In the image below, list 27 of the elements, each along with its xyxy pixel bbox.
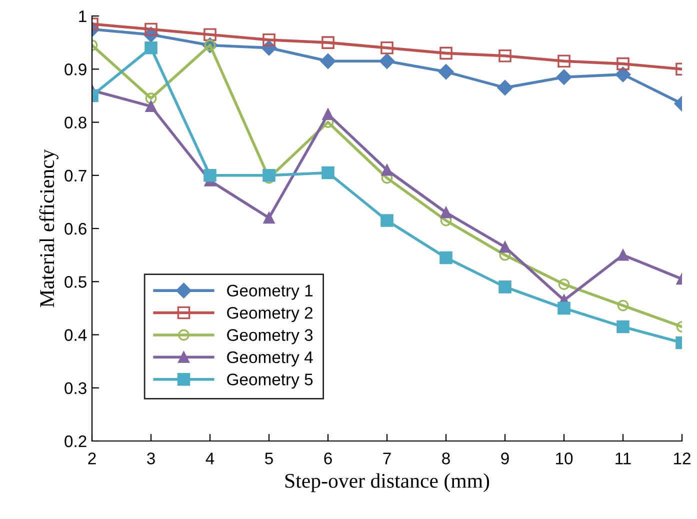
legend-label: Geometry 2: [227, 306, 312, 322]
legend-label: Geometry 1: [227, 284, 313, 300]
y-tick-label: 1: [79, 10, 86, 22]
legend-label: Geometry 5: [227, 374, 313, 389]
y-tick-label: 0.5: [64, 276, 86, 288]
x-tick-label: 11: [616, 452, 631, 464]
x-tick-label: 4: [206, 452, 214, 464]
x-tick-label: 10: [556, 452, 573, 464]
y-tick-label: 0.3: [64, 382, 86, 394]
x-tick-label: 5: [265, 452, 273, 464]
legend-label: Geometry 4: [227, 351, 313, 366]
x-tick-label: 7: [383, 452, 391, 464]
y-tick-label: 0.6: [64, 222, 86, 235]
y-axis-title: Material efficiency: [39, 149, 58, 308]
x-tick-label: 2: [88, 452, 96, 464]
y-tick-label: 0.2: [64, 435, 86, 448]
x-tick-label: 12: [674, 452, 690, 464]
y-tick-label: 0.9: [64, 64, 86, 76]
x-tick-label: 9: [501, 452, 509, 464]
x-axis-title: Step-over distance (mm): [285, 473, 490, 492]
x-tick-label: 8: [442, 452, 450, 464]
x-tick-label: 6: [324, 452, 332, 464]
y-tick-label: 0.4: [64, 329, 87, 341]
y-tick-label: 0.7: [64, 170, 86, 182]
x-tick-label: 3: [147, 452, 155, 464]
y-tick-label: 0.8: [64, 116, 86, 128]
legend-label: Geometry 3: [227, 329, 313, 344]
